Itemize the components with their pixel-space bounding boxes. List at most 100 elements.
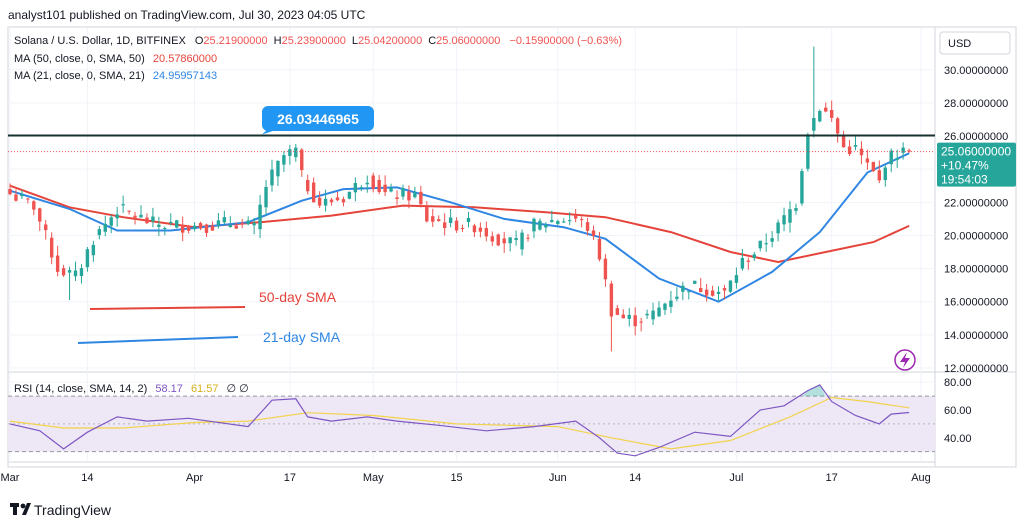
candle-body [121, 204, 125, 206]
candle-body [73, 270, 78, 277]
candle-body [752, 254, 756, 258]
candle-body [127, 210, 131, 212]
candle-body [764, 243, 768, 245]
rsi-sma-line [9, 396, 910, 450]
candle-body [716, 291, 721, 295]
candle-body [38, 208, 42, 222]
candle-body [270, 169, 274, 186]
candle-body [347, 191, 352, 199]
sma21-annotation-line [77, 336, 239, 344]
candle-body [794, 208, 798, 211]
candle-body [407, 191, 411, 201]
candle-body [234, 225, 238, 229]
ma50-value: 20.57860000 [153, 53, 217, 65]
sma21-line [9, 152, 910, 303]
main-grid [8, 28, 935, 462]
candle-body [133, 215, 137, 218]
candle-body [294, 147, 298, 158]
candle-body [442, 222, 447, 228]
candle-body [401, 188, 405, 197]
sma50-annotation: 50-day SMA [89, 289, 337, 310]
candle-body [651, 310, 655, 320]
candle-body [657, 307, 661, 317]
candle-body [222, 217, 227, 223]
candle-body [687, 291, 691, 293]
ohlc-c-key: C [428, 35, 436, 47]
candle-body [282, 155, 286, 165]
price-tick-label: 28.00000000 [944, 98, 1008, 110]
candle-body [544, 224, 548, 228]
ohlc-l-key: L [352, 35, 358, 47]
candle-body [710, 290, 715, 296]
price-tick-label: 26.00000000 [944, 131, 1008, 143]
candle-body [484, 228, 489, 237]
candle-body [800, 171, 804, 204]
candle-body [151, 216, 155, 222]
candle-body [722, 288, 727, 291]
candle-body [371, 175, 375, 189]
candle-body [20, 194, 24, 197]
candle-body [788, 209, 792, 223]
rsi-axis: 40.00 60.00 80.00 [944, 377, 972, 445]
candle-body [300, 149, 304, 171]
price-axis: 12.00000000 14.00000000 16.00000000 18.0000… [944, 65, 1008, 375]
candle-body [198, 223, 203, 229]
price-tag-price: 25.06000000 [941, 145, 1011, 159]
candle-body [466, 217, 471, 223]
candle-body [26, 198, 30, 200]
time-tick-label: Aug [911, 472, 931, 484]
tradingview-logo-text: TradingView [34, 502, 112, 518]
price-tick-label: 20.00000000 [944, 230, 1008, 242]
ma21-value: 24.95957143 [153, 70, 217, 82]
candle-body [889, 150, 893, 165]
candle-body [228, 224, 233, 228]
candle-body [627, 314, 631, 319]
time-tick-label: May [363, 472, 384, 484]
ma21-header: MA (21, close, 0, SMA, 21) 24.95957143 [14, 70, 217, 82]
candle-body [329, 199, 334, 203]
candle-body [389, 187, 393, 192]
candle-body [502, 238, 506, 244]
ohlc-o-key: O [195, 35, 204, 47]
candle-body [276, 160, 280, 177]
candle-body [669, 300, 673, 307]
currency-button[interactable]: USD [939, 31, 1011, 55]
candle-body [907, 150, 911, 152]
lightning-icon[interactable] [894, 349, 916, 371]
candle-body [44, 224, 48, 231]
candle-body [579, 219, 584, 221]
ohlc-o-value: 25.21900000 [203, 35, 267, 47]
candle-body [746, 260, 751, 262]
candle-body [210, 225, 215, 231]
currency-label[interactable]: USD [948, 38, 971, 50]
candle-body [460, 227, 465, 229]
rsi-tick-label: 60.00 [944, 405, 972, 417]
chart-frame [7, 26, 1017, 468]
change-value: −0.15900000 (−0.63%) [509, 35, 622, 47]
candles [8, 46, 911, 352]
time-tick-label: Mar [1, 472, 20, 484]
ohlc-h-value: 25.23900000 [282, 35, 346, 47]
tradingview-logo-icon [10, 503, 31, 515]
candle-body [186, 225, 191, 231]
candle-body [877, 170, 882, 181]
candle-body [675, 296, 679, 299]
sma21-annotation: 21-day SMA [77, 329, 341, 345]
candle-body [728, 280, 733, 292]
candle-body [85, 249, 90, 268]
candle-body [901, 147, 905, 153]
candle-body [573, 215, 578, 219]
price-tag: 25.06000000 +10.47% 19:54:03 [937, 142, 1016, 187]
rsi-value: 58.17 [155, 383, 183, 395]
resistance-callout-text: 26.03446965 [277, 111, 359, 127]
candle-body [14, 194, 18, 201]
sma50-line [9, 184, 910, 264]
candle-body [192, 225, 197, 230]
candle-body [252, 222, 256, 226]
time-axis: Mar 14 Apr 17 May 15 Jun 14 Jul 17 Aug [1, 472, 931, 484]
candle-body [562, 221, 566, 223]
candle-body [508, 237, 512, 244]
candle-body [383, 184, 387, 193]
ma50-header: MA (50, close, 0, SMA, 50) 20.57860000 [14, 53, 217, 65]
candle-body [704, 289, 709, 296]
